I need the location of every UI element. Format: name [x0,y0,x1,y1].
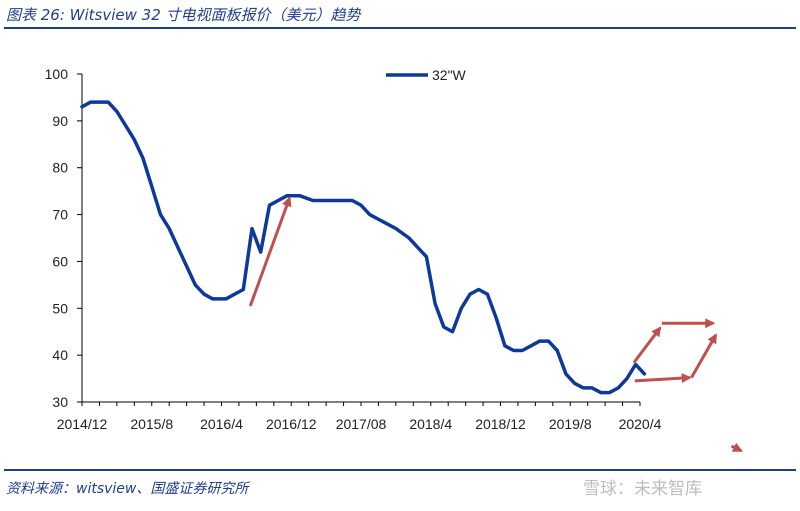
trend-arrow [730,442,743,453]
axes: 30 40 50 60 70 80 90 100 2014/12 2015/8 2016/4 2016… [45,66,662,432]
series-line [80,100,647,395]
x-tick-label: 2018/12 [475,416,526,432]
x-tick-label: 2019/8 [549,416,592,432]
y-tick-label: 40 [52,347,68,363]
y-tick-label: 80 [52,160,68,176]
bottom-divider [4,469,796,471]
trend-arrow [248,196,292,307]
legend-label: 32"W [432,67,467,83]
legend: 32"W [386,67,467,83]
watermark: 雪球：未来智库 [583,479,702,499]
y-tick-label: 30 [52,394,68,410]
x-tick-label: 2016/4 [200,416,243,432]
trend-arrow [634,373,692,384]
figure-title: 图表 26: Witsview 32 寸电视面板报价（美元）趋势 [6,6,361,24]
series-layer [80,100,647,395]
top-divider [4,27,796,29]
y-tick-label: 90 [52,113,68,129]
annotation-arrows [248,196,743,453]
x-tick-label: 2015/8 [130,416,173,432]
x-tick-label: 2014/12 [57,416,108,432]
y-tick-label: 100 [45,66,69,82]
x-tick-label: 2017/08 [336,416,387,432]
x-tick-label: 2018/4 [409,416,452,432]
x-tick-label: 2016/12 [266,416,317,432]
y-tick-label: 70 [52,207,68,223]
trend-arrow [690,333,718,379]
trend-arrow [632,326,662,364]
x-tick-label: 2020/4 [619,416,662,432]
y-tick-label: 50 [52,300,68,316]
y-tick-label: 60 [52,253,68,269]
source-note: 资料来源：witsview、国盛证券研究所 [6,481,249,497]
